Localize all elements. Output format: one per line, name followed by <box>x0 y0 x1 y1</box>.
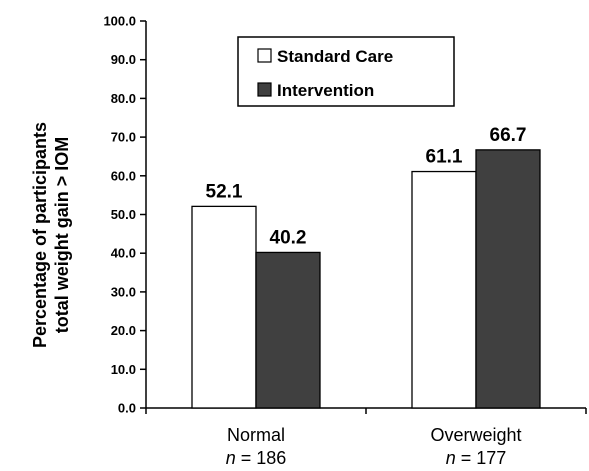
bar-intervention-normal <box>255 251 321 409</box>
legend-box <box>237 36 455 107</box>
bar-standard-care-normal <box>191 205 257 409</box>
data-label-intervention-overweight: 66.7 <box>490 125 527 146</box>
legend-label-intervention: Intervention <box>277 81 374 100</box>
x-category-label: Normal <box>227 425 285 445</box>
legend-swatch-standard-care <box>257 48 272 63</box>
sample-size-value: = 186 <box>236 448 287 468</box>
x-category-sample-size: n = 186 <box>226 448 287 468</box>
data-label-intervention-normal: 40.2 <box>270 227 307 248</box>
y-axis-title: Percentage of participants total weight … <box>30 122 72 348</box>
y-tick-label: 30.0 <box>111 284 136 299</box>
y-axis-ticks: 0.0 10.0 20.0 30.0 40.0 50.0 60.0 70.0 80.0 90.0 1… <box>103 14 146 416</box>
legend: Standard Care Intervention <box>237 36 455 107</box>
category-labels: Normal n = 186 Overweight n = 177 <box>226 425 522 468</box>
legend-swatch-intervention <box>257 82 272 97</box>
x-category-sample-size: n = 177 <box>446 448 507 468</box>
sample-size-symbol: n <box>226 448 236 468</box>
y-axis-title-line-2: total weight gain > IOM <box>52 137 72 334</box>
y-tick-label: 80.0 <box>111 91 136 106</box>
y-tick-label: 70.0 <box>111 130 136 145</box>
y-tick-label: 40.0 <box>111 246 136 261</box>
y-tick-label: 0.0 <box>118 401 136 416</box>
bar-intervention-overweight <box>475 149 541 409</box>
y-tick-label: 20.0 <box>111 323 136 338</box>
x-axis-ticks <box>145 408 587 414</box>
x-category-label: Overweight <box>430 425 521 445</box>
y-tick-label: 90.0 <box>111 52 136 67</box>
y-tick-label: 100.0 <box>103 14 136 29</box>
y-axis-title-line-1: Percentage of participants <box>30 122 50 348</box>
y-tick-label: 50.0 <box>111 207 136 222</box>
data-label-standard-care-overweight: 61.1 <box>426 147 463 168</box>
sample-size-symbol: n <box>446 448 456 468</box>
bar-standard-care-overweight <box>411 170 477 409</box>
sample-size-value: = 177 <box>456 448 507 468</box>
legend-label-standard-care: Standard Care <box>277 47 393 66</box>
data-label-standard-care-normal: 52.1 <box>206 181 243 202</box>
data-labels: 52.1 40.2 61.1 66.7 <box>206 125 527 249</box>
y-tick-label: 60.0 <box>111 168 136 183</box>
bars <box>191 149 541 409</box>
y-tick-label: 10.0 <box>111 362 136 377</box>
